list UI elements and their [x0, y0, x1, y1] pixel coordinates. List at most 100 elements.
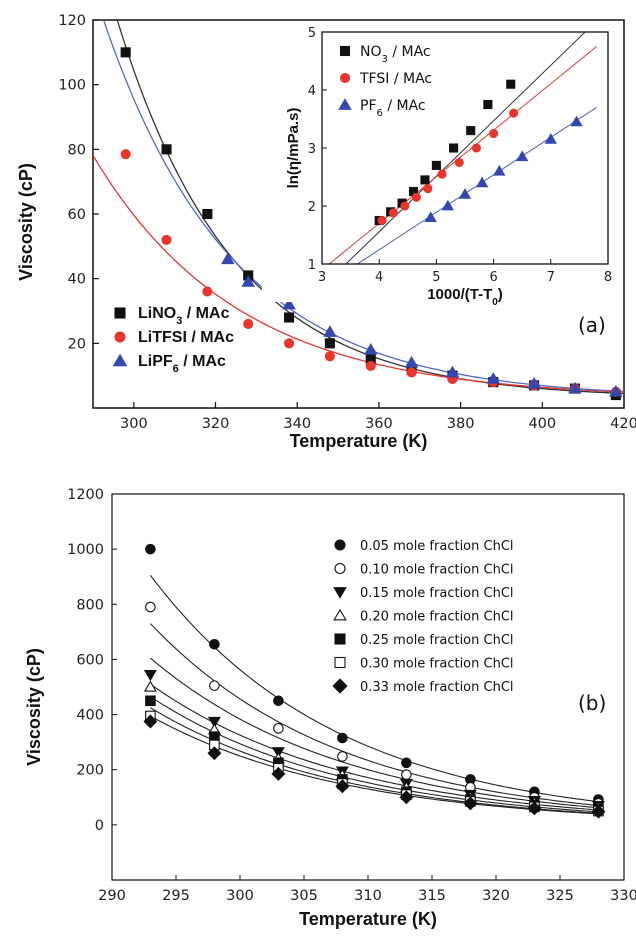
legend-label: LiPF6 / MAc — [138, 353, 226, 375]
inset-y-tick-label: 5 — [308, 26, 316, 41]
inset-fit-line-1 — [345, 32, 586, 264]
b-fit-curve-7 — [150, 715, 599, 815]
b-fit-curve-2 — [150, 623, 599, 807]
b-y-tick-label: 800 — [76, 597, 104, 613]
b-x-tick-label: 310 — [354, 888, 382, 904]
data-point — [241, 275, 255, 287]
inset-legend-marker — [339, 45, 351, 57]
b-data-point — [143, 669, 157, 682]
panel-a-legend: LiNO3 / MAc LiTFSI / MAc LiPF6 / MAc — [112, 305, 234, 375]
panel-a-plot-area — [93, 20, 624, 401]
inset-legend-marker — [338, 98, 352, 110]
panel-a-label: (a) — [578, 313, 606, 337]
inset-legend-label-tail: / MAc — [388, 44, 431, 60]
inset-legend-label: TFSI / MAc — [359, 71, 432, 87]
inset-x-axis-title-end: ) — [498, 286, 503, 303]
y-tick-label: 60 — [68, 207, 86, 223]
data-point — [445, 365, 460, 378]
x-tick-label: 320 — [202, 416, 230, 432]
b-y-tick-label: 1200 — [67, 487, 104, 503]
b-data-point — [591, 804, 606, 819]
inset-legend-label-text: PF — [360, 98, 377, 114]
inset-x-axis-title-text: 1000/(T-T — [427, 286, 492, 303]
inset-x-tick-label: 5 — [432, 270, 440, 285]
inset-x-tick-label: 7 — [547, 270, 555, 285]
b-x-tick-label: 325 — [546, 888, 574, 904]
inset-x-axis-title-sub: 0 — [492, 297, 498, 308]
y-tick-label: 20 — [68, 336, 86, 352]
b-data-point — [399, 790, 414, 805]
x-tick-label: 340 — [283, 416, 311, 432]
panel-b-ticks: 290 295 300 305 310 315 320 325 330 0 200 400 600 800… — [67, 487, 636, 904]
data-point — [406, 367, 417, 378]
panel-b-legend: 0.05 mole fraction ChCl 0.10 mole fractio… — [332, 539, 514, 695]
inset-data-point — [506, 79, 516, 89]
legend-label-text: LiTFSI / MAc — [138, 329, 234, 346]
inset-y-tick-label: 4 — [308, 84, 316, 99]
panel-a-x-axis-title: Temperature (K) — [290, 431, 428, 451]
b-data-point — [209, 680, 220, 691]
b-data-point — [143, 714, 158, 729]
inset-data-point — [400, 201, 410, 211]
legend-marker — [114, 307, 126, 319]
b-fit-curve-4 — [150, 683, 599, 811]
b-x-tick-label: 300 — [226, 888, 254, 904]
inset-legend-marker — [339, 72, 351, 84]
legend-label-sub: 3 — [176, 315, 182, 327]
data-point — [120, 149, 131, 160]
b-y-tick-label: 400 — [76, 708, 104, 724]
legend-label-text: LiPF — [138, 353, 173, 370]
b-fit-curve-5 — [150, 696, 599, 813]
data-point — [323, 325, 337, 337]
inset-data-point — [431, 160, 441, 170]
data-point — [486, 372, 501, 384]
b-legend-marker — [334, 539, 346, 551]
inset-x-tick-label: 3 — [318, 270, 326, 285]
inset-data-point — [544, 133, 557, 144]
data-point — [527, 376, 541, 389]
y-tick-label: 100 — [58, 78, 86, 94]
b-data-point — [145, 543, 156, 555]
inset-y-tick-label: 2 — [308, 200, 316, 215]
b-data-point — [337, 732, 348, 744]
data-point — [243, 318, 254, 329]
b-x-tick-label: 315 — [418, 888, 446, 904]
b-legend-marker — [332, 678, 348, 694]
b-legend-label: 0.15 mole fraction ChCl — [360, 586, 514, 601]
y-tick-label: 120 — [58, 13, 86, 29]
b-data-point — [527, 801, 542, 816]
inset-chart: 3 4 5 6 7 8 1 2 3 4 5 1000/(T-T0) ln(η/mPa.s) NO3 … — [262, 26, 616, 308]
b-legend-label: 0.33 mole fraction ChCl — [360, 680, 514, 695]
inset-data-point — [420, 175, 430, 185]
inset-data-point — [489, 128, 499, 139]
b-x-tick-label: 320 — [482, 888, 510, 904]
b-x-tick-label: 290 — [98, 888, 126, 904]
inset-legend-label: PF6 / MAc — [360, 98, 426, 119]
panel-b-y-axis-title: Viscosity (cP) — [24, 648, 44, 766]
data-point — [324, 351, 335, 362]
b-legend-marker — [333, 587, 347, 599]
inset-data-point — [471, 143, 481, 153]
b-data-point — [335, 779, 350, 794]
data-point — [202, 208, 213, 220]
b-data-point — [209, 638, 220, 650]
inset-data-point — [449, 143, 459, 153]
inset-data-point — [437, 169, 447, 179]
data-point — [284, 338, 295, 349]
b-legend-label: 0.05 mole fraction ChCl — [360, 539, 514, 554]
b-data-point — [273, 723, 284, 734]
inset-data-point — [377, 215, 387, 226]
legend-label: LiNO3 / MAc — [138, 305, 230, 327]
inset-data-point — [509, 108, 519, 118]
b-legend-marker — [333, 608, 347, 621]
b-data-point — [145, 695, 156, 707]
inset-data-point — [388, 208, 399, 218]
data-point — [284, 312, 295, 323]
inset-data-point — [458, 188, 472, 199]
data-point — [161, 144, 172, 155]
x-tick-label: 380 — [447, 416, 475, 432]
b-fit-curve-1 — [149, 574, 599, 803]
inset-data-point — [411, 192, 421, 202]
inset-x-axis-title: 1000/(T-T0) — [427, 286, 503, 308]
